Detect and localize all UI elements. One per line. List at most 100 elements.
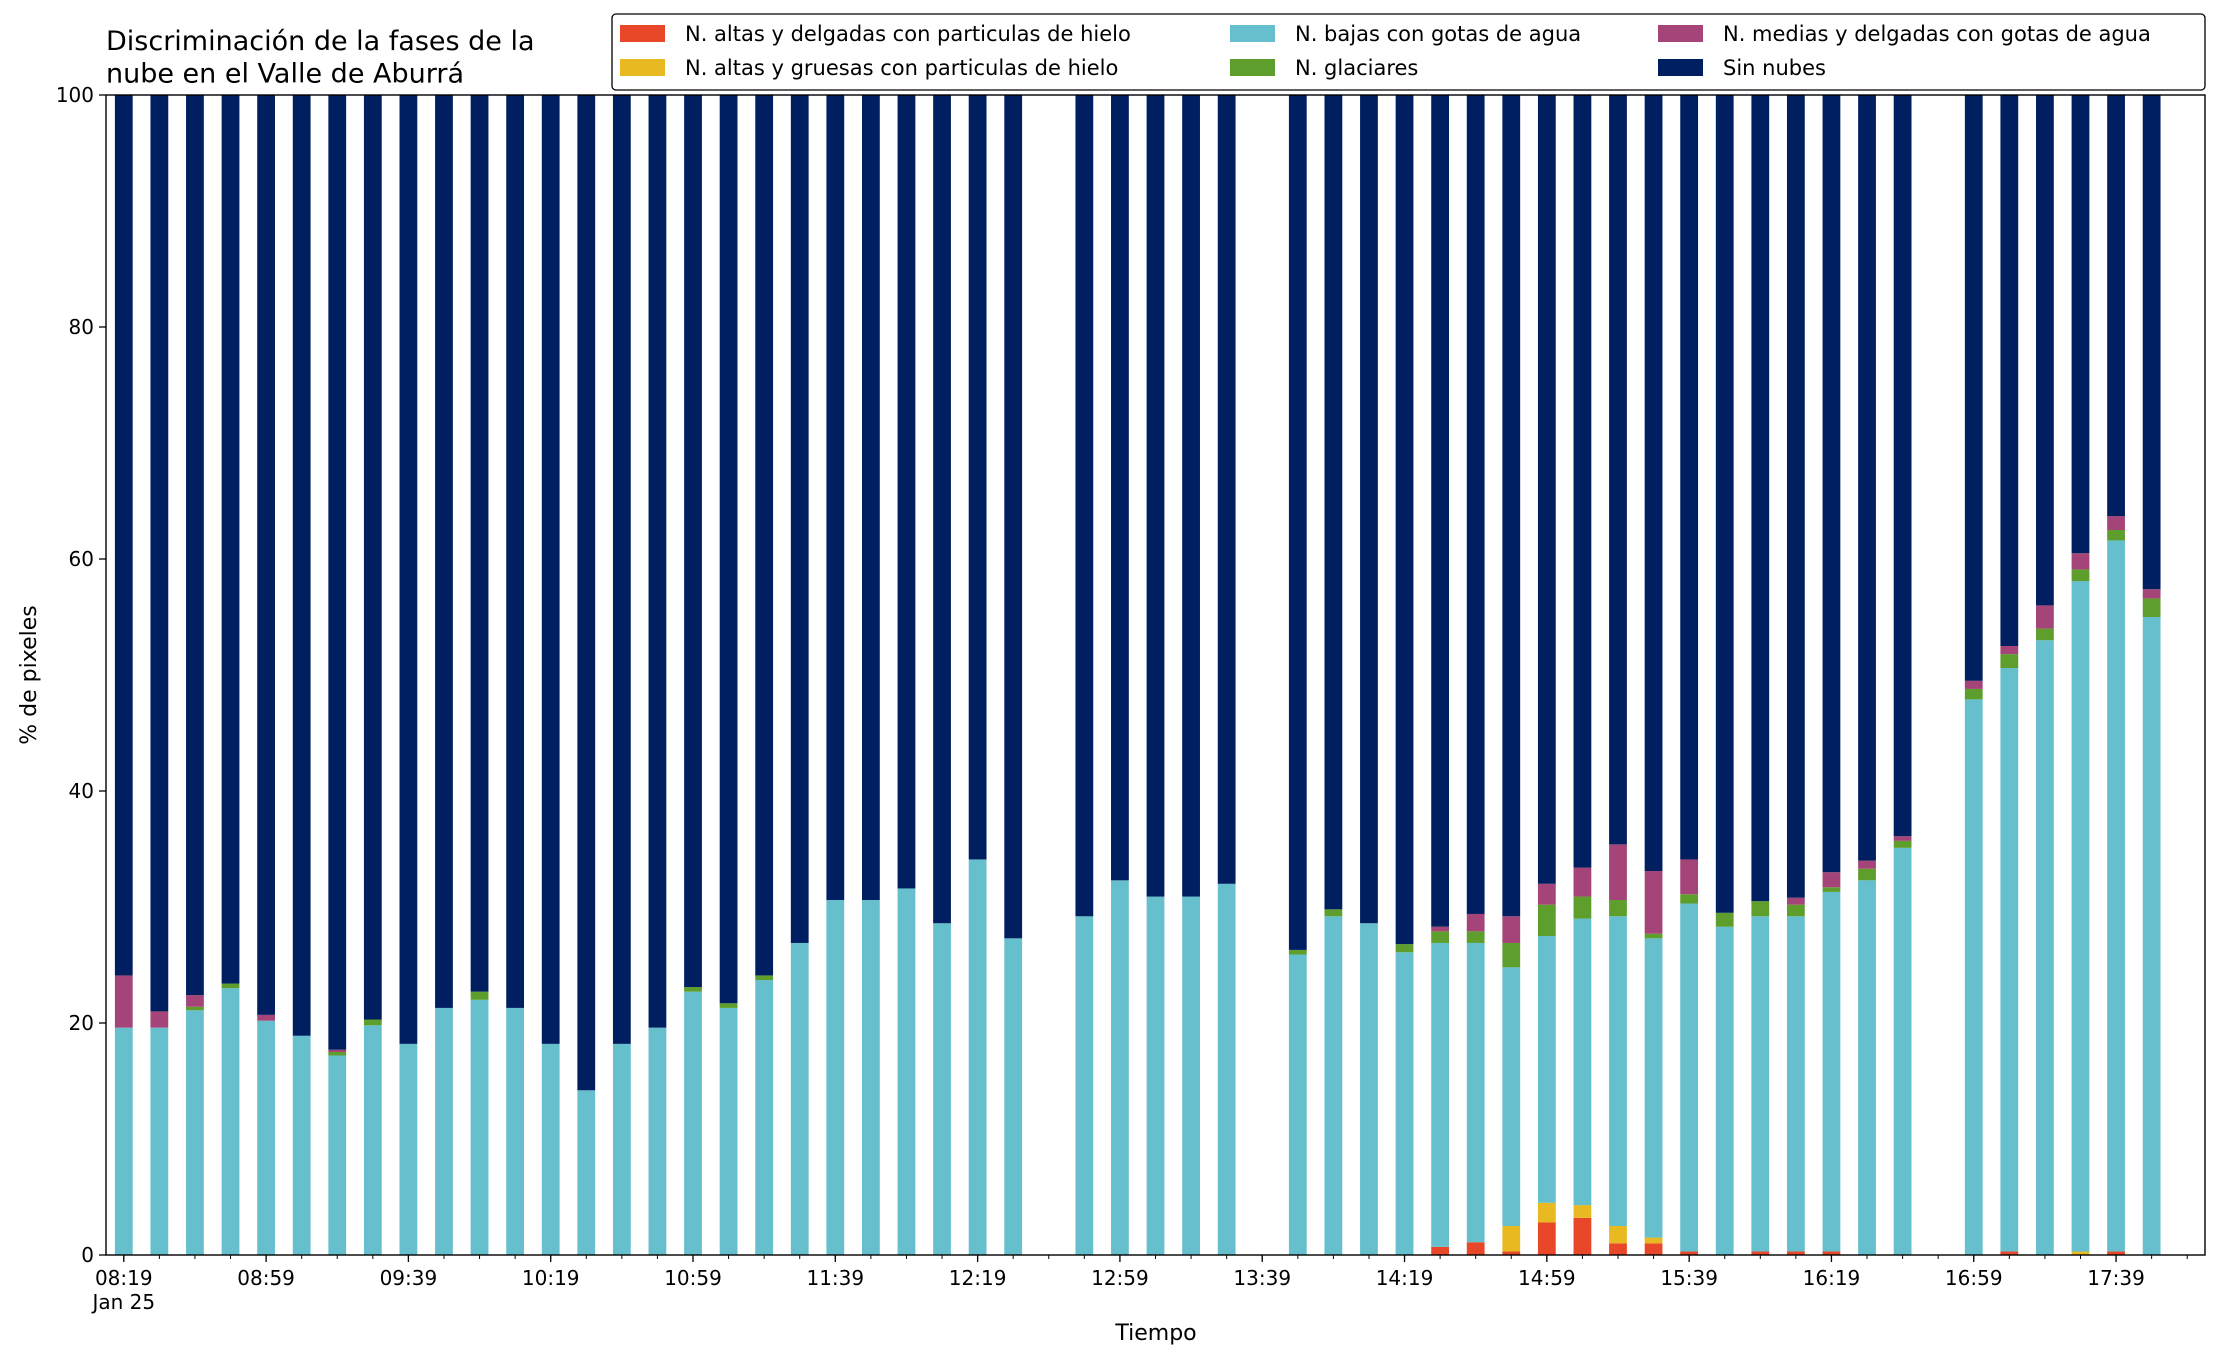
bar-segment: [1644, 871, 1663, 934]
bar-segment: [933, 923, 951, 1255]
bar-segment: [363, 1019, 382, 1026]
bar-segment: [1858, 868, 1876, 881]
bar-segment: [1680, 894, 1699, 904]
bar-segment: [1004, 938, 1023, 1255]
bar-segment: [292, 95, 311, 1036]
legend-frame: [611, 13, 2206, 91]
bar-segment: [1360, 95, 1378, 924]
bar-segment: [1609, 1243, 1627, 1255]
bar-segment: [1609, 95, 1627, 845]
bar-segment: [1609, 916, 1627, 1226]
bar-segment: [2107, 1251, 2125, 1255]
bar-segment: [1609, 1226, 1627, 1244]
bar-segment: [1573, 867, 1592, 897]
bar-segment: [1644, 933, 1663, 939]
x-tick-label: 10:59: [664, 1266, 722, 1290]
bar-segment: [790, 942, 809, 1255]
bar-segment: [2107, 530, 2125, 541]
x-tick-label: 16:19: [1803, 1266, 1861, 1290]
bar-segment: [328, 95, 347, 1050]
bar-segment: [1858, 880, 1876, 1255]
bar-segment: [968, 95, 987, 860]
bar-segment: [1964, 95, 1983, 681]
bar-segment: [1858, 860, 1876, 869]
bar-segment: [2142, 95, 2161, 590]
bar-segment: [1502, 942, 1521, 968]
bar-segment: [1644, 95, 1663, 872]
bar-segment: [506, 95, 525, 1008]
bar-segment: [435, 95, 453, 1008]
bar-segment: [1715, 95, 1734, 913]
bar-segment: [2036, 95, 2054, 606]
bar-segment: [2071, 553, 2090, 570]
bar-segment: [1822, 887, 1841, 892]
bar-segment: [1644, 1237, 1663, 1244]
bar-segment: [221, 988, 240, 1255]
bar-segment: [1786, 916, 1805, 1252]
bar-segment: [1431, 931, 1450, 943]
bar-segment: [1111, 95, 1129, 881]
bar-segment: [1466, 913, 1485, 932]
x-tick-label: 17:39: [2087, 1266, 2145, 1290]
bar-segment: [1609, 844, 1627, 901]
bar-segment: [1644, 938, 1663, 1238]
bar-segment: [150, 1027, 169, 1255]
bar-segment: [506, 1007, 525, 1255]
y-tick-label: 0: [81, 1243, 94, 1267]
bar-segment: [399, 95, 418, 1044]
bar-segment: [257, 1014, 275, 1021]
bar-segment: [1644, 1243, 1663, 1255]
bar-segment: [1146, 896, 1165, 1255]
bar-segment: [2107, 540, 2125, 1252]
bar-segment: [719, 1003, 738, 1008]
bar-segment: [1146, 95, 1165, 897]
y-tick-label: 100: [56, 83, 94, 107]
bar-segment: [1751, 95, 1770, 902]
bar-segment: [1786, 904, 1805, 917]
bar-segment: [1680, 1251, 1699, 1255]
bar-segment: [2036, 605, 2054, 629]
bar-segment: [755, 95, 774, 976]
legend-swatch: [1230, 25, 1275, 42]
bar-segment: [1573, 918, 1592, 1206]
bar-segment: [612, 1043, 631, 1255]
bar-segment: [2107, 95, 2125, 517]
bar-segment: [826, 900, 845, 1255]
bar-segment: [1537, 1222, 1556, 1255]
legend-label: N. glaciares: [1295, 56, 1418, 80]
bar-segment: [1893, 95, 1912, 837]
bar-segment: [435, 1007, 453, 1255]
bar-segment: [2000, 668, 2019, 1252]
bar-segment: [1573, 1205, 1592, 1218]
bar-segment: [684, 991, 702, 1255]
bar-segment: [114, 95, 133, 976]
bar-segment: [1537, 1202, 1556, 1223]
bar-segment: [1715, 926, 1734, 1255]
bar-segment: [1111, 880, 1129, 1255]
bar-segment: [186, 995, 204, 1007]
bar-segment: [1395, 944, 1414, 953]
bar-segment: [1573, 1217, 1592, 1255]
bar-segment: [1324, 909, 1343, 917]
bar-segment: [1502, 916, 1521, 943]
bar-segment: [2000, 646, 2019, 655]
bar-segment: [1395, 952, 1414, 1255]
bar-segment: [328, 1055, 347, 1255]
bar-segment: [1431, 926, 1450, 932]
bar-segment: [150, 95, 169, 1012]
bar-segment: [2000, 654, 2019, 669]
bar-segment: [2142, 598, 2161, 617]
bar-segment: [1609, 900, 1627, 917]
bar-segment: [790, 95, 809, 943]
bar-segment: [684, 95, 702, 988]
bar-segment: [541, 1043, 560, 1255]
bar-segment: [1182, 896, 1200, 1255]
bar-segment: [186, 1010, 204, 1255]
bar-segment: [1537, 936, 1556, 1203]
bar-segment: [719, 1007, 738, 1255]
y-axis-label: % de pixeles: [17, 605, 42, 744]
bar-segment: [933, 95, 951, 924]
bar-segment: [1182, 95, 1200, 897]
bar-segment: [1537, 95, 1556, 884]
bar-segment: [1502, 1226, 1521, 1252]
